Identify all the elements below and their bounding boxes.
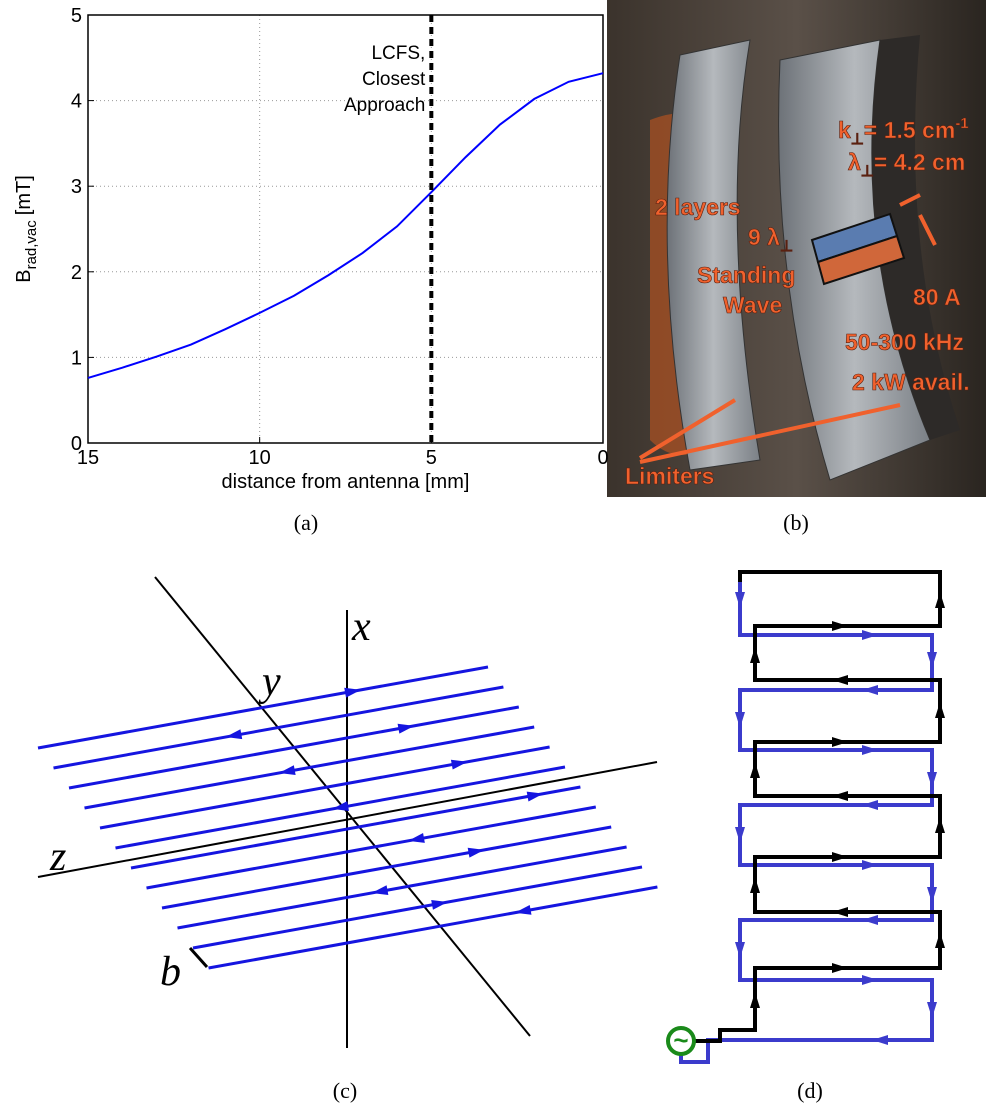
line bbox=[88, 73, 603, 378]
arrowhead bbox=[862, 745, 878, 755]
text: [mT] bbox=[13, 175, 35, 215]
arrowhead bbox=[832, 963, 848, 973]
arrowhead bbox=[862, 630, 878, 640]
annotation: 80 A bbox=[913, 284, 961, 310]
arrowhead bbox=[832, 737, 848, 747]
spacing-arrow bbox=[190, 948, 207, 967]
text: 9 λ bbox=[748, 224, 780, 250]
annotation: Standing bbox=[697, 262, 795, 288]
current-line bbox=[85, 727, 535, 808]
arrowhead bbox=[927, 772, 937, 788]
annotation: Limiters bbox=[625, 463, 714, 489]
arrowhead bbox=[862, 975, 878, 985]
arrowhead bbox=[735, 592, 745, 608]
annotation: Approach bbox=[344, 95, 425, 116]
axis-label: z bbox=[49, 834, 66, 880]
arrowhead bbox=[862, 860, 878, 870]
arrowhead bbox=[832, 907, 848, 917]
arrowhead bbox=[935, 817, 945, 833]
wire bbox=[681, 582, 932, 1062]
arrowhead bbox=[935, 932, 945, 948]
arrowhead bbox=[750, 762, 760, 778]
arrowhead bbox=[735, 827, 745, 843]
x-tick-label: 5 bbox=[426, 447, 437, 469]
annotation: LCFS, bbox=[371, 43, 425, 64]
arrowhead bbox=[872, 1035, 888, 1045]
text: rad,vac bbox=[23, 220, 40, 270]
arrowhead bbox=[750, 647, 760, 663]
text: = 1.5 cm bbox=[864, 117, 955, 143]
text: ⊥ bbox=[851, 131, 864, 148]
y-tick-label: 2 bbox=[71, 262, 82, 284]
arrowhead bbox=[750, 877, 760, 893]
caption: (a) bbox=[294, 510, 318, 535]
arrowhead bbox=[935, 592, 945, 608]
current-line bbox=[162, 827, 611, 908]
x-tick-label: 15 bbox=[77, 447, 99, 469]
annotation: 50-300 kHz bbox=[845, 329, 964, 355]
x-tick-label: 10 bbox=[249, 447, 271, 469]
text: λ bbox=[848, 149, 861, 175]
current-line bbox=[131, 787, 580, 868]
current-line bbox=[147, 807, 596, 888]
y-tick-label: 1 bbox=[71, 347, 82, 369]
x-axis-label: distance from antenna [mm] bbox=[222, 471, 470, 493]
x-tick-label: 0 bbox=[597, 447, 608, 469]
arrowhead bbox=[935, 702, 945, 718]
current-line bbox=[209, 887, 658, 968]
caption: (b) bbox=[783, 510, 809, 535]
text: ⊥ bbox=[861, 163, 874, 180]
source-symbol: ~ bbox=[673, 1025, 688, 1055]
axis-label: b bbox=[160, 949, 181, 995]
y-tick-label: 3 bbox=[71, 176, 82, 198]
caption: (c) bbox=[333, 1078, 357, 1103]
photo bbox=[607, 0, 986, 497]
arrowhead bbox=[735, 712, 745, 728]
arrowhead bbox=[832, 621, 848, 631]
plot-frame bbox=[88, 15, 603, 443]
current-line bbox=[100, 747, 550, 828]
arrowhead bbox=[927, 887, 937, 903]
diagram-d bbox=[681, 572, 945, 1062]
arrowhead bbox=[927, 1002, 937, 1018]
text: k bbox=[838, 117, 851, 143]
axis-label: x bbox=[351, 604, 371, 650]
y-tick-label: 4 bbox=[71, 91, 82, 113]
figure: k⊥= 1.5 cm-1 λ⊥= 4.2 cm 2 layers 9 λ⊥ St… bbox=[0, 0, 986, 1109]
annotation: 2 layers bbox=[655, 194, 741, 220]
arrowhead bbox=[862, 685, 878, 695]
y-tick-label: 5 bbox=[71, 5, 82, 27]
y-axis-label: Brad,vac [mT] bbox=[13, 175, 40, 283]
arrowhead bbox=[832, 791, 848, 801]
arrowhead bbox=[832, 675, 848, 685]
current-line bbox=[193, 867, 642, 948]
arrowhead bbox=[862, 800, 878, 810]
text: ⊥ bbox=[780, 238, 793, 255]
arrowhead bbox=[832, 852, 848, 862]
text: B bbox=[13, 269, 35, 282]
current-line bbox=[69, 707, 519, 788]
arrowhead bbox=[862, 915, 878, 925]
caption: (d) bbox=[797, 1078, 823, 1103]
arrowhead bbox=[927, 652, 937, 668]
text: = 4.2 cm bbox=[874, 149, 965, 175]
annotation: 2 kW avail. bbox=[852, 369, 970, 395]
annotation: Closest bbox=[362, 69, 426, 90]
text: -1 bbox=[955, 115, 968, 132]
diagram-c bbox=[38, 577, 657, 1048]
axis-label: y bbox=[258, 659, 281, 705]
arrowhead bbox=[735, 942, 745, 958]
annotation: Wave bbox=[723, 292, 782, 318]
arrowhead bbox=[750, 992, 760, 1008]
current-line bbox=[178, 847, 627, 928]
